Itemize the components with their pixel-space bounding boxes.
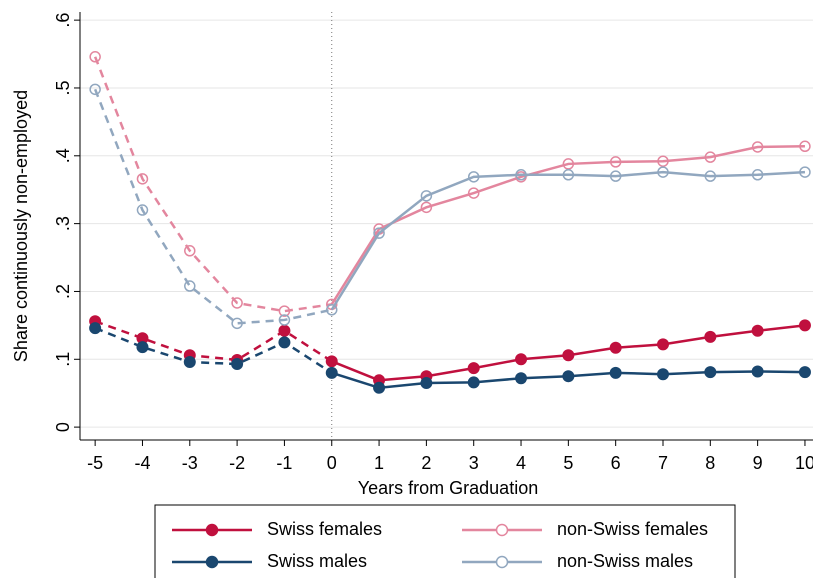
data-point xyxy=(657,155,669,167)
data-point xyxy=(184,280,196,292)
data-point xyxy=(562,158,575,170)
series-line-dashed xyxy=(94,326,333,374)
x-tick-label: -3 xyxy=(182,453,198,473)
data-point xyxy=(562,370,575,383)
legend-marker xyxy=(205,555,219,569)
data-point xyxy=(325,366,338,379)
data-point xyxy=(231,358,244,371)
data-point xyxy=(609,170,622,182)
data-point xyxy=(609,341,622,354)
legend: Swiss females Swiss males non-Swiss female… xyxy=(154,504,736,578)
data-point xyxy=(467,171,480,183)
x-tick-label: -4 xyxy=(134,453,150,473)
legend-marker xyxy=(495,555,509,569)
legend-marker xyxy=(495,523,509,537)
y-tick-label: .1 xyxy=(53,352,73,367)
data-point xyxy=(278,336,291,349)
x-tick-label: -1 xyxy=(276,453,292,473)
data-point xyxy=(231,297,243,309)
legend-label: non-Swiss females xyxy=(557,519,708,539)
x-tick-label: 5 xyxy=(563,453,573,473)
data-point xyxy=(798,319,811,332)
x-tick-label: 8 xyxy=(705,453,715,473)
data-point xyxy=(515,353,528,366)
y-tick-label: .6 xyxy=(53,13,73,28)
series-line-dashed xyxy=(93,56,332,313)
data-point xyxy=(609,156,622,168)
data-point xyxy=(609,366,622,379)
data-point xyxy=(562,349,575,362)
legend-label: non-Swiss males xyxy=(557,551,693,571)
data-point xyxy=(751,141,764,153)
data-point xyxy=(136,173,149,185)
x-tick-label: 9 xyxy=(753,453,763,473)
data-point xyxy=(515,169,527,181)
data-point xyxy=(373,381,386,394)
y-tick-label: 0 xyxy=(53,422,73,432)
data-point xyxy=(657,166,669,178)
series-line xyxy=(330,145,805,306)
data-point xyxy=(278,314,291,326)
data-point xyxy=(420,377,433,390)
data-point xyxy=(704,170,717,182)
data-point xyxy=(515,372,528,385)
data-point xyxy=(136,204,149,216)
y-tick-label: .2 xyxy=(53,284,73,299)
x-tick-label: -2 xyxy=(229,453,245,473)
y-tick-label: .3 xyxy=(53,216,73,231)
y-tick-label: .5 xyxy=(53,80,73,95)
data-point xyxy=(231,317,243,330)
data-point xyxy=(278,324,291,337)
data-point xyxy=(136,341,149,354)
series-line-dashed xyxy=(94,320,333,363)
legend-box xyxy=(154,504,736,578)
series-line xyxy=(330,170,806,311)
x-tick-label: 2 xyxy=(421,453,431,473)
data-point xyxy=(704,330,717,343)
x-axis-label: Years from Graduation xyxy=(358,478,538,498)
data-point xyxy=(420,201,433,214)
data-point xyxy=(467,376,480,389)
data-point xyxy=(751,324,764,337)
x-tick-label: 7 xyxy=(658,453,668,473)
x-tick-label: 0 xyxy=(327,453,337,473)
data-point xyxy=(420,190,433,202)
data-point xyxy=(656,368,669,381)
data-point xyxy=(798,366,811,379)
x-tick-label: 1 xyxy=(374,453,384,473)
x-tick-label: -5 xyxy=(87,453,103,473)
data-point xyxy=(373,227,385,239)
x-tick-label: 4 xyxy=(516,453,526,473)
x-tick-label: 3 xyxy=(469,453,479,473)
x-tick-label: 6 xyxy=(611,453,621,473)
legend-label: Swiss females xyxy=(267,519,382,539)
data-point xyxy=(467,362,480,375)
data-point xyxy=(325,304,338,316)
data-point xyxy=(183,355,196,368)
data-point xyxy=(278,305,291,317)
data-point xyxy=(704,151,717,163)
data-point xyxy=(799,166,811,178)
data-point xyxy=(656,338,669,351)
data-point xyxy=(751,365,764,378)
legend-marker xyxy=(205,523,219,537)
data-point xyxy=(184,245,196,257)
y-tick-label: .4 xyxy=(53,148,73,163)
series-line-dashed xyxy=(93,88,333,325)
data-point xyxy=(751,169,764,181)
y-axis-label: Share continuously non-employed xyxy=(11,90,31,362)
data-point xyxy=(467,187,480,199)
data-point xyxy=(89,322,102,335)
legend-label: Swiss males xyxy=(267,551,367,571)
data-point xyxy=(325,355,338,368)
x-tick-label: 10 xyxy=(795,453,813,473)
data-point xyxy=(704,366,717,379)
data-point xyxy=(89,51,101,63)
data-point xyxy=(89,83,101,96)
data-point xyxy=(562,169,575,181)
data-point xyxy=(799,140,811,153)
